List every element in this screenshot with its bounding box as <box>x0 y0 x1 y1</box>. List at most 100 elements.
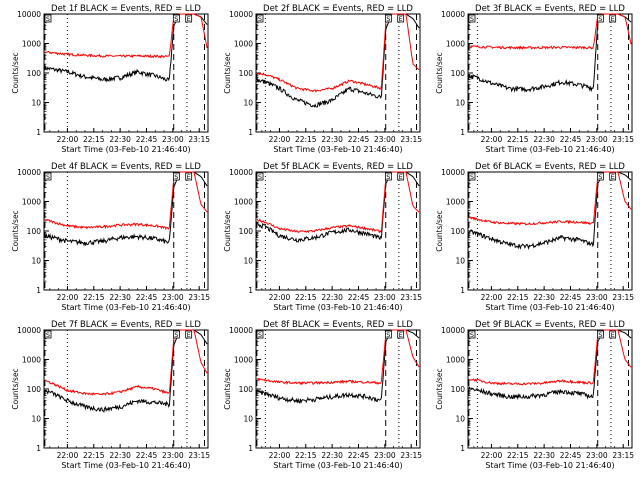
x-tick-label: 22:30 <box>321 451 343 460</box>
lld-series <box>468 13 632 51</box>
events-series <box>44 171 208 247</box>
x-tick-label: 22:45 <box>560 135 582 144</box>
y-tick-label: 1 <box>460 286 465 295</box>
lld-series <box>468 329 632 386</box>
marker-label: E <box>399 173 403 181</box>
marker-box <box>172 330 180 339</box>
marker-label: E <box>187 173 191 181</box>
y-tick-label: 100 <box>451 69 466 78</box>
marker-box <box>172 14 180 23</box>
x-tick-label: 23:00 <box>162 451 184 460</box>
events-series <box>256 13 420 108</box>
panel-1: Det 1f BLACK = Events, RED = LLD 1 10 100 10… <box>11 4 210 154</box>
plot-frame <box>255 13 421 133</box>
marker-box <box>384 14 392 23</box>
marker-box <box>609 14 617 23</box>
marker-box <box>596 172 604 181</box>
x-tick-label: 22:15 <box>507 135 529 144</box>
marker-box <box>384 172 392 181</box>
y-tick-label: 1 <box>36 286 41 295</box>
x-tick-label: 23:00 <box>586 135 608 144</box>
events-series <box>44 329 208 413</box>
y-axis-label: Counts/sec <box>435 210 444 251</box>
panel-3: Det 3f BLACK = Events, RED = LLD 1 10 100 10… <box>435 4 634 154</box>
panel-title: Det 6f BLACK = Events, RED = LLD <box>475 162 625 172</box>
plot-frame <box>255 329 421 449</box>
marker-label: S <box>46 173 50 181</box>
marker-label: E <box>187 331 191 339</box>
x-tick-label: 22:30 <box>109 451 131 460</box>
x-tick-label: 22:45 <box>560 451 582 460</box>
x-axis-label: Start Time (03-Feb-10 21:46:40) <box>273 461 402 470</box>
y-tick-label: 1 <box>460 444 465 453</box>
marker-box <box>185 14 193 23</box>
marker-label: S <box>470 173 474 181</box>
marker-label: S <box>470 331 474 339</box>
marker-box <box>185 172 193 181</box>
events-series <box>468 329 632 401</box>
events-series <box>256 329 420 404</box>
marker-label: E <box>187 15 191 23</box>
x-tick-label: 22:15 <box>507 293 529 302</box>
y-axis-label: Counts/sec <box>223 368 232 409</box>
x-axis-label: Start Time (03-Feb-10 21:46:40) <box>273 145 402 154</box>
y-tick-label: 100 <box>239 385 254 394</box>
marker-label: E <box>611 173 615 181</box>
marker-label: E <box>611 15 615 23</box>
y-axis-label: Counts/sec <box>11 210 20 251</box>
lld-series <box>468 171 632 226</box>
x-tick-label: 23:15 <box>188 135 210 144</box>
x-tick-label: 22:45 <box>136 451 158 460</box>
y-tick-label: 1000 <box>446 356 465 365</box>
y-axis-label: Counts/sec <box>223 210 232 251</box>
x-tick-label: 22:45 <box>136 135 158 144</box>
plot-frame <box>467 171 633 291</box>
panel-4: Det 4f BLACK = Events, RED = LLD 1 10 100 10… <box>11 162 210 312</box>
y-tick-label: 10 <box>455 257 465 266</box>
y-axis-label: Counts/sec <box>435 52 444 93</box>
lld-series <box>44 13 208 59</box>
events-series <box>468 171 632 251</box>
plot-frame <box>43 329 209 449</box>
y-tick-label: 10 <box>31 257 41 266</box>
x-tick-label: 23:15 <box>612 135 634 144</box>
y-tick-label: 10 <box>455 99 465 108</box>
y-tick-label: 100 <box>239 227 254 236</box>
y-tick-label: 10 <box>455 415 465 424</box>
x-tick-label: 22:30 <box>533 135 555 144</box>
lld-series <box>256 329 420 386</box>
x-axis-label: Start Time (03-Feb-10 21:46:40) <box>61 461 190 470</box>
plot-frame <box>467 13 633 133</box>
x-axis-label: Start Time (03-Feb-10 21:46:40) <box>485 461 614 470</box>
marker-label: S <box>386 173 390 181</box>
marker-label: E <box>399 331 403 339</box>
x-tick-label: 23:00 <box>162 135 184 144</box>
panel-title: Det 4f BLACK = Events, RED = LLD <box>51 162 201 172</box>
y-tick-label: 1 <box>248 128 253 137</box>
y-tick-label: 100 <box>239 69 254 78</box>
y-tick-label: 10000 <box>441 326 465 335</box>
y-tick-label: 1000 <box>234 40 253 49</box>
panel-9: Det 9f BLACK = Events, RED = LLD 1 10 100 10… <box>435 320 634 470</box>
x-tick-label: 22:00 <box>481 451 503 460</box>
y-tick-label: 10000 <box>229 10 253 19</box>
y-tick-label: 10000 <box>17 326 41 335</box>
x-tick-label: 23:00 <box>374 135 396 144</box>
marker-label: S <box>258 173 262 181</box>
panel-title: Det 9f BLACK = Events, RED = LLD <box>475 320 625 330</box>
marker-label: S <box>174 173 178 181</box>
marker-box <box>609 172 617 181</box>
y-tick-label: 10000 <box>229 168 253 177</box>
x-tick-label: 22:15 <box>295 135 317 144</box>
marker-box <box>596 330 604 339</box>
marker-box <box>256 172 264 181</box>
events-series <box>468 13 632 93</box>
panel-title: Det 2f BLACK = Events, RED = LLD <box>263 4 413 14</box>
marker-label: S <box>258 15 262 23</box>
x-tick-label: 22:15 <box>83 293 105 302</box>
x-tick-label: 22:00 <box>57 451 79 460</box>
marker-label: S <box>258 331 262 339</box>
y-tick-label: 1 <box>36 128 41 137</box>
y-tick-label: 1000 <box>234 356 253 365</box>
